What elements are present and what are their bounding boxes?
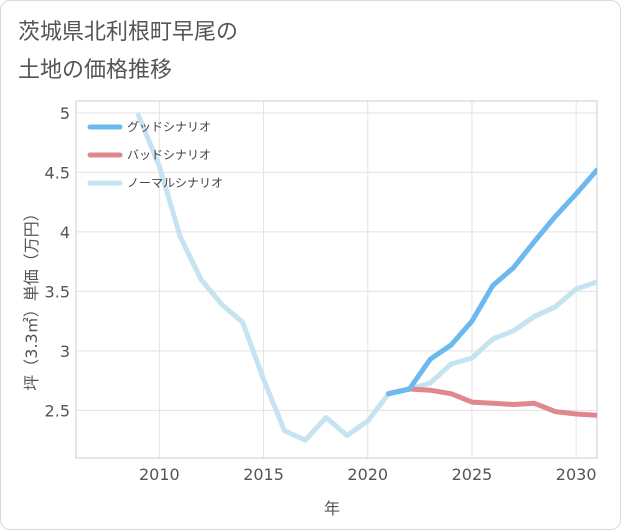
x-tick-label: 2020 xyxy=(347,465,388,484)
series-layer xyxy=(136,112,597,443)
y-axis-label: 坪（3.3㎡）単価（万円） xyxy=(22,205,41,390)
legend-label-2: ノーマルシナリオ xyxy=(127,176,223,190)
axis-ticks: 2.5 3 3.5 4 4.5 5 2010 2015 2020 2025 2030 xyxy=(45,104,597,484)
y-tick-label: 4 xyxy=(60,223,70,242)
y-tick-label: 4.5 xyxy=(45,163,70,182)
y-tick-label: 3 xyxy=(60,342,70,361)
series-line-0 xyxy=(386,167,597,397)
x-tick-label: 2025 xyxy=(452,465,493,484)
y-tick-label: 5 xyxy=(60,104,70,123)
chart-title: 茨城県北利根町早尾の 土地の価格推移 xyxy=(18,14,238,90)
legend-label-0: グッドシナリオ xyxy=(127,120,211,134)
chart-title-line-2: 土地の価格推移 xyxy=(18,58,173,83)
x-axis-label: 年 xyxy=(324,499,340,518)
x-tick-label: 2015 xyxy=(243,465,284,484)
y-tick-label: 2.5 xyxy=(45,401,70,420)
series-line-1 xyxy=(386,386,597,418)
x-tick-label: 2010 xyxy=(139,465,180,484)
series-line-2 xyxy=(136,112,597,443)
legend-label-1: バッドシナリオ xyxy=(127,148,211,162)
x-tick-label: 2030 xyxy=(556,465,597,484)
y-tick-label: 3.5 xyxy=(45,282,70,301)
chart-title-line-1: 茨城県北利根町早尾の xyxy=(18,20,239,45)
